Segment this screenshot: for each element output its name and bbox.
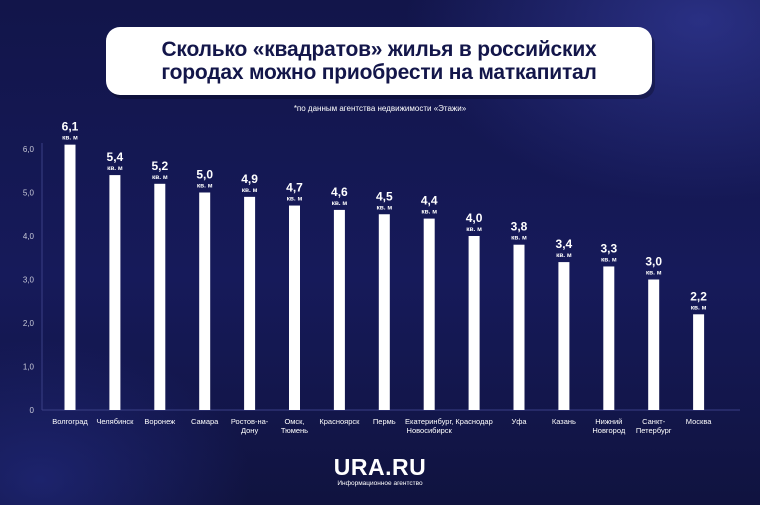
bar-unit-label: кв. м [376,204,392,211]
bar-value-label: 6,1 [62,120,79,134]
bar-unit-label: кв. м [511,235,527,242]
bar-value-label: 3,4 [556,237,573,251]
x-category-label: Москва [686,417,712,426]
x-category-label: Челябинск [96,417,134,426]
y-tick-label: 6,0 [23,145,35,154]
bar-value-label: 4,7 [286,181,303,195]
bar-unit-label: кв. м [421,209,437,216]
bar-unit-label: кв. м [691,304,707,311]
bar [289,205,300,410]
bar-unit-label: кв. м [332,200,348,207]
x-category-label: Самара [191,417,219,426]
bar-value-label: 3,0 [645,255,662,269]
bar [603,266,615,410]
x-category-label: Ростов-на-Дону [231,417,269,435]
bar-unit-label: кв. м [62,135,78,142]
bar-value-label: 4,6 [331,185,348,199]
x-category-label: Екатеринбург, Новосибирск [405,417,453,435]
bar [378,214,390,410]
x-category-label: Уфа [511,417,527,426]
y-tick-label: 3,0 [23,276,35,285]
bar [244,196,256,410]
bar [693,314,705,410]
y-tick-label: 1,0 [23,363,35,372]
bar-unit-label: кв. м [242,187,258,194]
y-tick-label: 2,0 [23,319,35,328]
bar-value-label: 4,4 [421,194,438,208]
source-note: *по данным агентства недвижимости «Этажи… [293,104,467,113]
bar [333,209,345,410]
bar-value-label: 4,9 [241,172,258,186]
bar-value-label: 3,3 [600,241,617,255]
bar-unit-label: кв. м [601,256,617,263]
bar-unit-label: кв. м [152,174,168,181]
bar [199,192,211,410]
x-category-label: Волгоград [52,417,88,426]
bar [154,183,166,410]
chart-title: Сколько «квадратов» жилья в российских г… [161,38,597,84]
bar [64,144,76,410]
bar [109,175,121,410]
x-category-label: Нижний Новгород [592,417,625,435]
logo-subtitle: Информационное агентство [337,480,423,487]
bar-value-label: 2,2 [690,289,707,303]
x-category-label: Краснодар [455,417,492,426]
x-category-label: Санкт-Петербург [636,417,672,435]
bar [513,244,525,410]
bar-value-label: 5,2 [151,159,168,173]
x-category-label: Красноярск [319,417,360,426]
bar-value-label: 4,0 [466,211,483,225]
bar-unit-label: кв. м [556,252,572,259]
x-category-label: Казань [552,417,576,426]
bar [423,218,435,410]
x-category-label: Воронеж [144,417,175,426]
bar [648,279,660,410]
bar [468,236,480,410]
title-card: Сколько «квадратов» жилья в российских г… [106,27,652,95]
bar [558,262,570,410]
y-tick-label: 4,0 [23,232,35,241]
ura-logo: URA.RU Информационное агентство [0,455,760,487]
x-category-label: Омск, Тюмень [281,417,308,435]
bar-value-label: 3,8 [511,220,528,234]
y-tick-label: 0 [30,406,35,415]
logo-name: URA.RU [333,454,427,480]
bar-unit-label: кв. м [646,270,662,277]
bar-value-label: 4,5 [376,189,393,203]
y-tick-label: 5,0 [23,189,35,198]
bar-value-label: 5,4 [107,150,124,164]
x-category-label: Пермь [373,417,396,426]
bar-unit-label: кв. м [107,165,123,172]
bar-unit-label: кв. м [287,196,303,203]
bar-unit-label: кв. м [197,183,213,190]
bar-unit-label: кв. м [466,226,482,233]
bar-value-label: 5,0 [196,168,213,182]
